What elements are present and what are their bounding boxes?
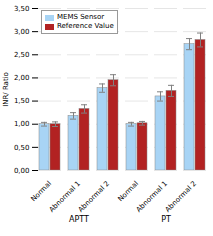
svg-text:INR/ Ratio: INR/ Ratio	[2, 72, 10, 107]
svg-text:1,50: 1,50	[14, 97, 30, 105]
svg-text:Abnormal 1: Abnormal 1	[47, 179, 82, 214]
html-text:Reference Value: Reference Value	[57, 22, 114, 30]
html-text:MEMS Sensor: MEMS Sensor	[57, 13, 105, 21]
svg-text:Abnormal 2: Abnormal 2	[164, 180, 198, 214]
svg-text:Abnormal 2: Abnormal 2	[77, 180, 111, 214]
svg-text:Abnormal 1: Abnormal 1	[134, 179, 169, 214]
svg-text:2,00: 2,00	[14, 74, 30, 82]
svg-text:Normal: Normal	[29, 180, 53, 204]
svg-text:0,50: 0,50	[14, 144, 30, 152]
svg-text:PT: PT	[161, 215, 171, 224]
svg-text:3,00: 3,00	[14, 28, 30, 36]
svg-text:0,00: 0,00	[14, 167, 30, 175]
svg-text:1,00: 1,00	[14, 120, 30, 128]
svg-text:Normal: Normal	[116, 180, 140, 204]
svg-text:2,50: 2,50	[14, 51, 30, 59]
svg-text:3,50: 3,50	[14, 5, 30, 13]
svg-text:APTT: APTT	[69, 215, 89, 224]
